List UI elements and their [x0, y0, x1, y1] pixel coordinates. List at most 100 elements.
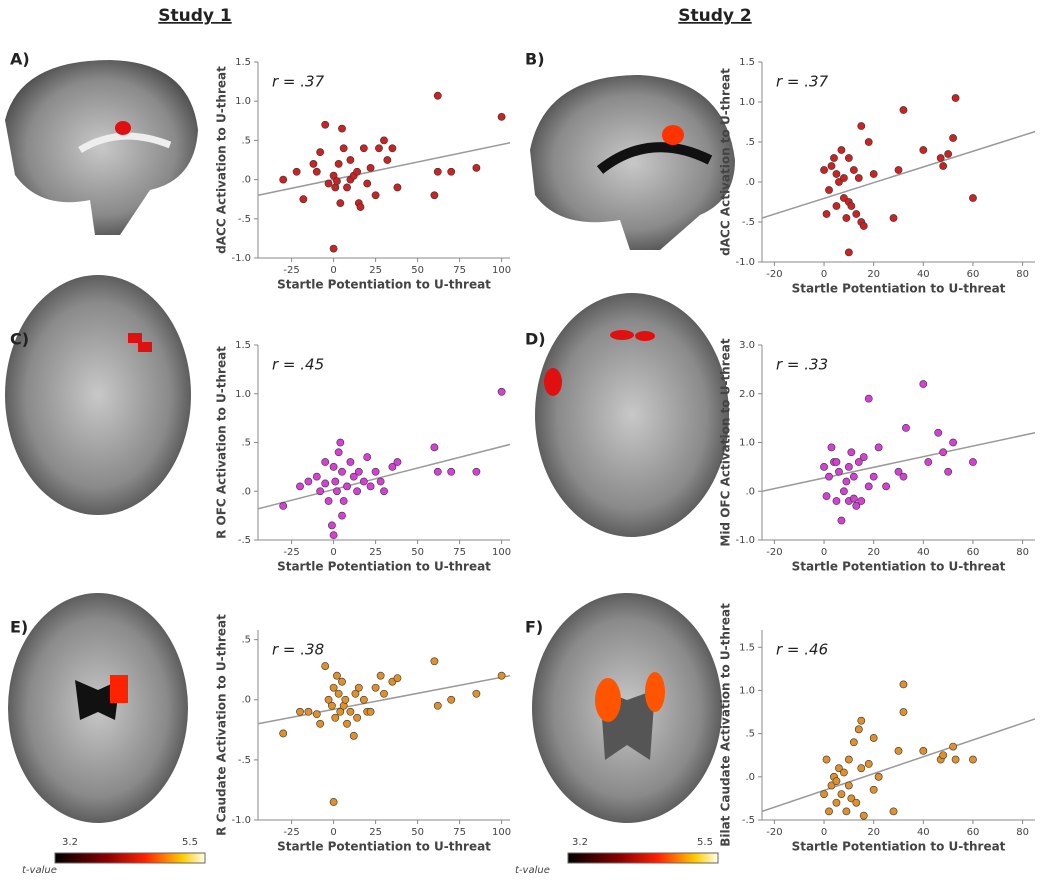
- data-point: [869, 472, 878, 481]
- data-point: [934, 428, 943, 437]
- data-point: [321, 120, 330, 129]
- data-point: [328, 701, 336, 710]
- panel-label: F): [525, 618, 543, 637]
- study-header: Study 2: [678, 6, 751, 26]
- data-point: [312, 472, 321, 481]
- data-point: [859, 811, 868, 820]
- data-point: [822, 755, 831, 764]
- brain-image: [5, 275, 191, 515]
- trend-line: [257, 443, 511, 510]
- data-point: [353, 487, 362, 496]
- panel-label: C): [10, 330, 29, 349]
- y-axis-label: dACC Activation to U-threat: [215, 66, 229, 254]
- x-tick-label: 0: [330, 827, 336, 838]
- x-tick-label: -25: [283, 547, 299, 558]
- trend-line: [257, 142, 511, 197]
- data-point: [353, 167, 362, 176]
- colorbar: 3.2 5.5 t-value: [515, 837, 719, 876]
- colorbar: 3.2 5.5 t-value: [22, 837, 206, 876]
- y-tick-label: .0: [241, 175, 251, 186]
- data-point: [349, 472, 358, 481]
- y-tick-label: -.5: [238, 214, 251, 225]
- data-point: [969, 458, 977, 466]
- trend-line: [761, 432, 1036, 492]
- data-point: [849, 472, 858, 481]
- data-point: [472, 163, 481, 172]
- data-point: [842, 214, 851, 222]
- data-point: [380, 136, 388, 145]
- x-tick-label: 80: [1016, 827, 1029, 838]
- data-point: [363, 179, 372, 188]
- y-tick-label: .0: [241, 486, 251, 497]
- data-point: [343, 719, 351, 728]
- data-point: [376, 477, 385, 486]
- y-tick-label: 1.5: [739, 642, 755, 653]
- y-tick-label: .0: [745, 177, 755, 188]
- data-point: [366, 163, 375, 172]
- data-point: [844, 154, 853, 162]
- y-tick-label: -.5: [742, 217, 755, 228]
- data-point: [944, 467, 953, 476]
- data-point: [832, 777, 841, 786]
- colorbar-min: 3.2: [572, 837, 588, 848]
- x-axis-label: Startle Potentiation to U-threat: [792, 840, 1006, 854]
- data-point: [899, 472, 908, 481]
- data-point: [827, 162, 836, 170]
- data-point: [944, 150, 953, 158]
- data-point: [433, 701, 442, 710]
- data-point: [346, 458, 355, 466]
- data-point: [894, 747, 903, 755]
- data-point: [852, 501, 861, 510]
- data-point: [371, 191, 380, 200]
- data-point: [849, 738, 858, 747]
- data-point: [380, 689, 388, 698]
- data-point: [849, 166, 858, 174]
- data-point: [321, 662, 330, 670]
- data-point: [832, 458, 841, 466]
- data-point: [820, 462, 828, 471]
- y-tick-label: -.5: [238, 755, 251, 766]
- data-point: [339, 144, 348, 153]
- annotation: r = .38: [272, 641, 324, 659]
- data-point: [371, 467, 380, 476]
- x-tick-label: 50: [411, 265, 424, 276]
- data-point: [304, 707, 313, 716]
- y-tick-label: -.5: [238, 535, 251, 546]
- data-point: [316, 148, 325, 157]
- data-point: [842, 807, 851, 816]
- data-point: [279, 729, 288, 738]
- x-tick-label: -20: [766, 827, 782, 838]
- x-tick-label: 75: [453, 547, 466, 558]
- x-tick-label: 100: [492, 827, 511, 838]
- data-point: [296, 482, 304, 491]
- data-point: [837, 146, 846, 154]
- y-tick-label: .5: [241, 635, 251, 646]
- y-tick-label: 1.5: [235, 57, 251, 68]
- y-axis-label: R OFC Activation to U-threat: [215, 346, 229, 539]
- data-point: [889, 807, 898, 816]
- x-tick-label: 75: [453, 265, 466, 276]
- data-point: [849, 494, 858, 503]
- data-point: [336, 707, 345, 716]
- data-point: [388, 144, 397, 153]
- data-point: [338, 467, 346, 476]
- data-point: [894, 467, 903, 476]
- data-point: [837, 516, 846, 525]
- data-point: [366, 482, 375, 491]
- x-tick-label: 20: [867, 827, 880, 838]
- data-point: [936, 154, 945, 162]
- data-point: [447, 695, 456, 704]
- x-tick-label: 0: [821, 827, 827, 838]
- x-tick-label: 80: [1016, 269, 1029, 280]
- data-point: [349, 731, 358, 740]
- x-tick-label: 0: [821, 547, 827, 558]
- data-point: [835, 467, 843, 476]
- x-tick-label: 50: [411, 827, 424, 838]
- data-point: [430, 191, 439, 200]
- y-tick-label: .5: [241, 135, 251, 146]
- x-axis-label: Startle Potentiation to U-threat: [792, 282, 1006, 296]
- data-point: [433, 467, 442, 476]
- data-point: [375, 144, 383, 153]
- data-point: [951, 94, 960, 102]
- data-point: [338, 511, 346, 520]
